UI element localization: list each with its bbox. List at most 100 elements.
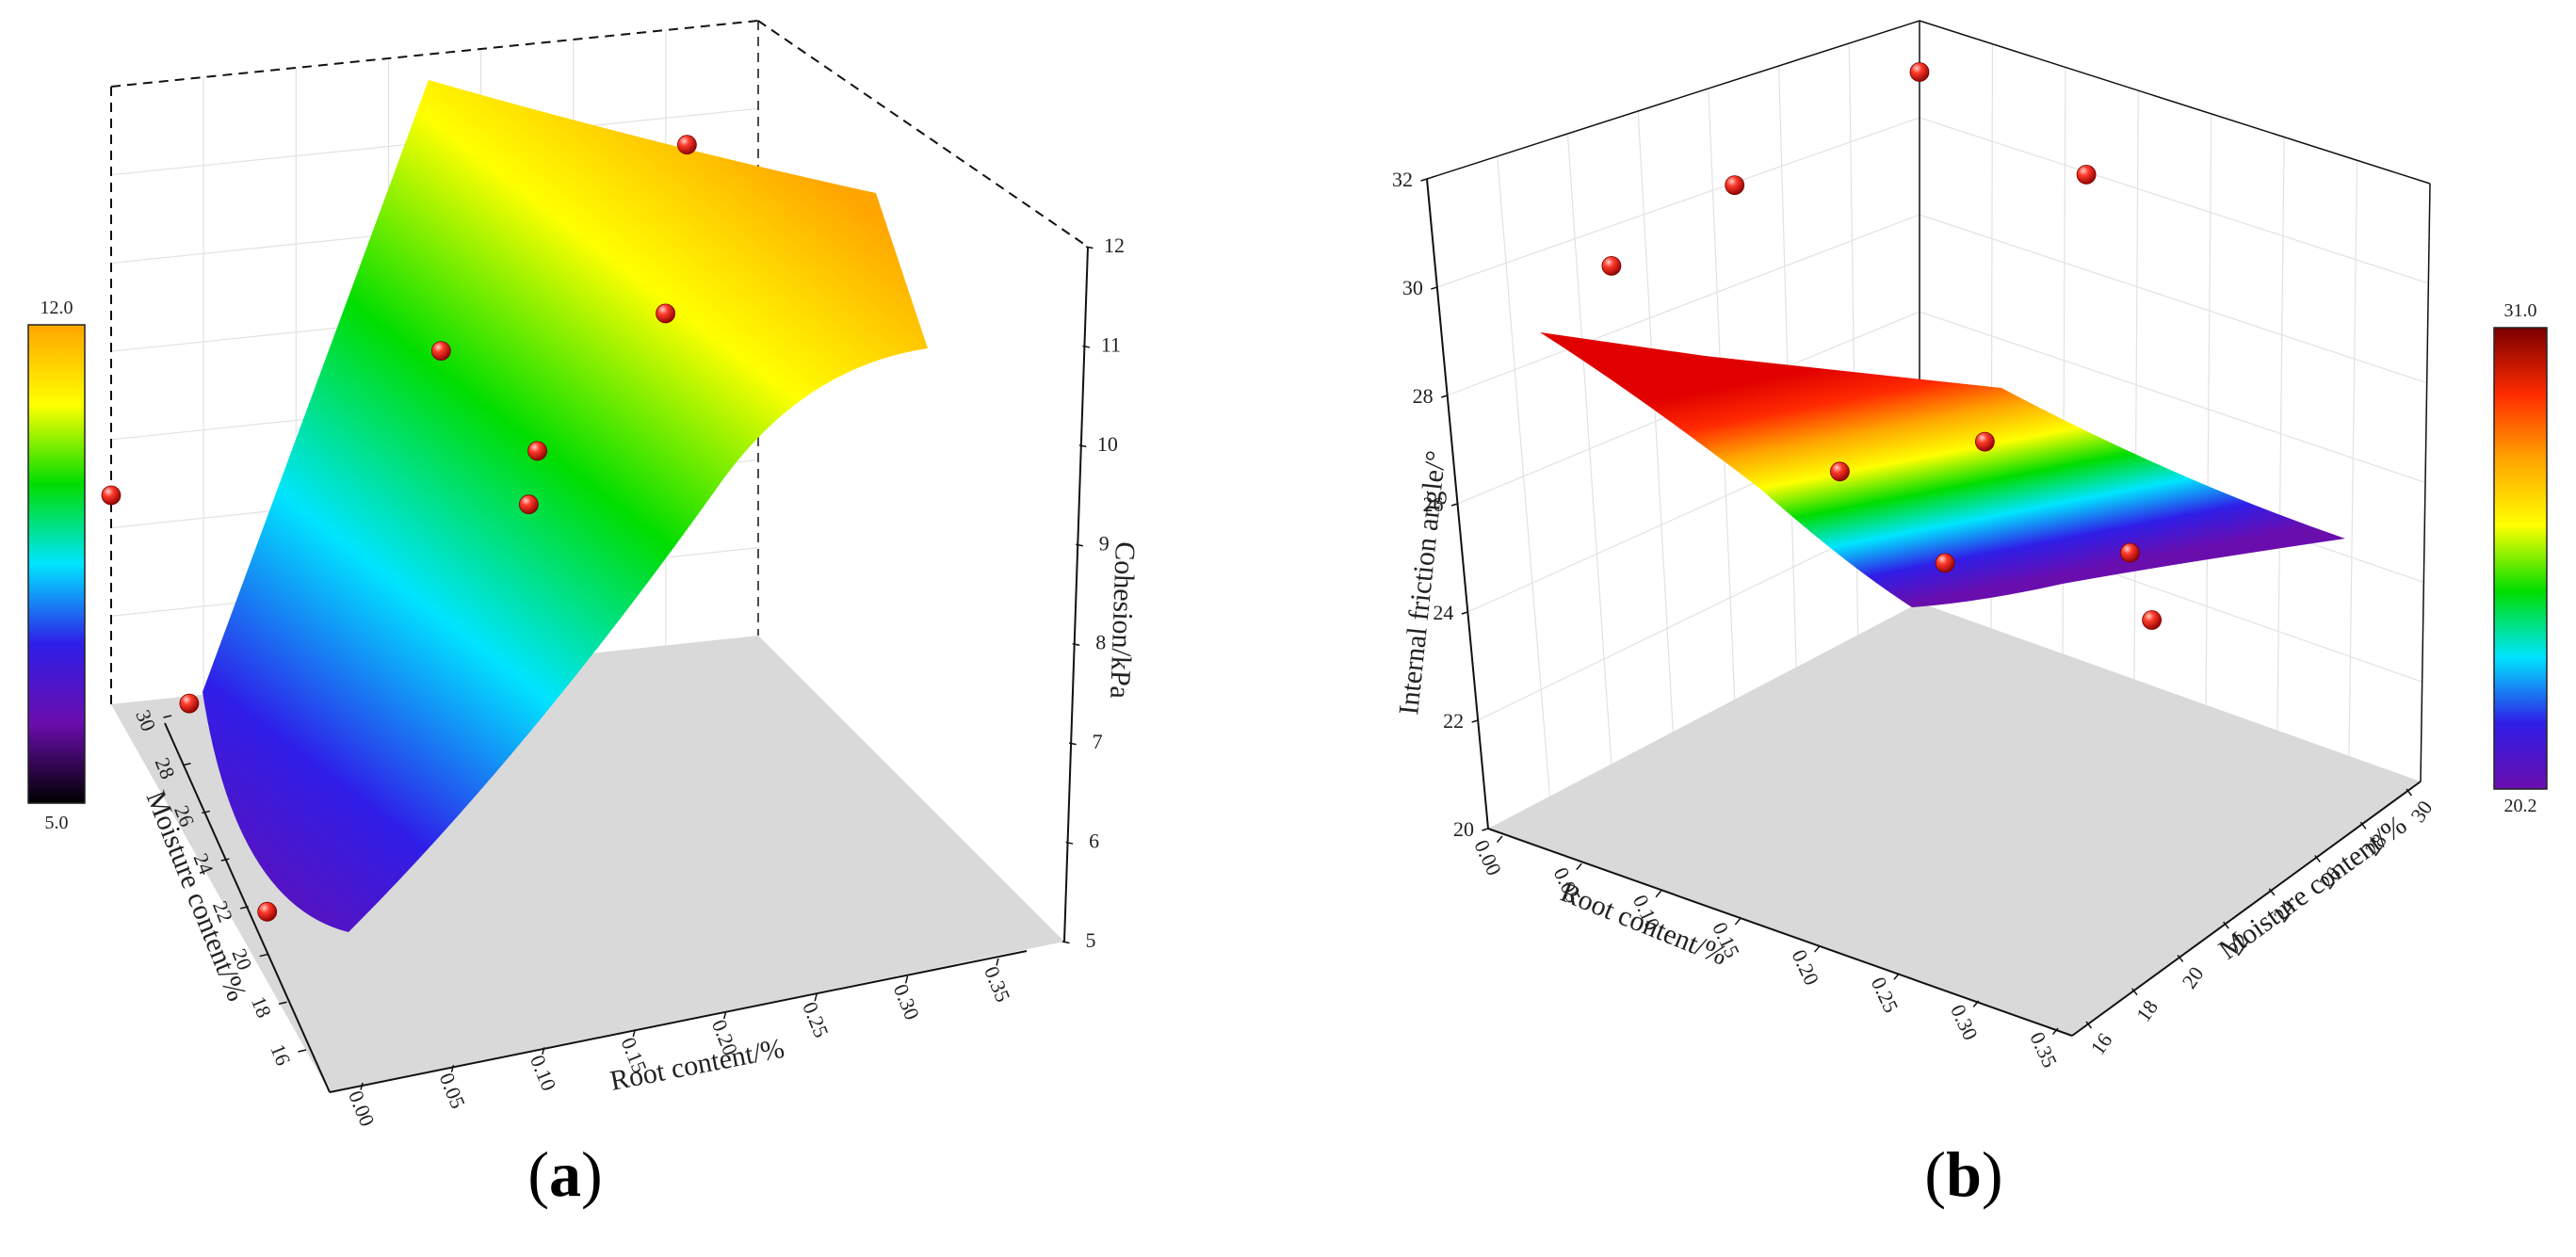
- panel-b-chart: 0.000.050.100.150.200.250.300.35 16182022…: [1392, 20, 2548, 1210]
- wall-grid-line: [1919, 117, 2429, 284]
- wall-grid-line: [2205, 113, 2212, 705]
- panel-b-z-tick-label: 24: [1433, 601, 1453, 624]
- panel-a-z-tick-label: 6: [1089, 830, 1099, 853]
- panel-a-data-point: [527, 441, 547, 461]
- panel-b-data-point: [1601, 255, 1622, 276]
- panel-a-data-point: [519, 494, 539, 515]
- panel-b-z-tick-mark: [1461, 611, 1468, 615]
- panel-b-x-tick-mark: [1972, 1000, 1980, 1007]
- panel-a-y-tick-mark: [182, 762, 191, 766]
- panel-b-data-point: [1909, 62, 1930, 82]
- panel-b-points: [1601, 62, 2163, 630]
- panel-b-data-point: [1974, 431, 1995, 452]
- panel-b-x-tick-mark: [1655, 890, 1662, 898]
- panel-a-x-tick-label: 0.25: [798, 998, 834, 1040]
- panel-a-data-point: [257, 901, 278, 922]
- panel-a-colorbar-max: 12.0: [41, 298, 73, 318]
- panel-b-z-tick-mark: [1440, 395, 1448, 398]
- panel-a-y-tick-label: 18: [247, 993, 276, 1022]
- panel-b-letter: b: [1946, 1138, 1982, 1210]
- panel-a-x-tick-mark: [450, 1064, 455, 1072]
- panel-a-data-point: [656, 303, 675, 324]
- panel-b-x-tick-mark: [1893, 973, 1901, 980]
- panel-b-z-tick-label: 26: [1423, 492, 1444, 516]
- panel-a-z-tick-label: 11: [1101, 332, 1121, 356]
- panel-a-x-tick-mark: [904, 975, 909, 984]
- panel-a-y-tick-mark: [220, 858, 230, 862]
- panel-a-z-tick-label: 12: [1104, 234, 1125, 257]
- panel-b-z-tick-mark: [1450, 503, 1458, 507]
- panel-a-x-tick-label: 0.30: [889, 981, 925, 1023]
- panel-b-x-tick-mark: [1496, 835, 1503, 843]
- panel-a-x-tick-label: 0.35: [980, 963, 1015, 1006]
- panel-a-z-tick-mark: [1068, 742, 1077, 746]
- wall-grid-line: [1919, 214, 2427, 384]
- panel-b-z-tick-label: 22: [1443, 709, 1464, 733]
- panel-b-data-point: [1830, 461, 1850, 482]
- panel-b-y-tick-label: 30: [2406, 797, 2437, 827]
- panel-b-y-tick-label: 20: [2177, 962, 2208, 992]
- wall-grid-line: [1637, 110, 1674, 733]
- panel-a-y-tick-mark: [259, 953, 268, 958]
- panel-b-x-tick-mark: [1814, 945, 1821, 953]
- panel-a-z-tick-mark: [1082, 345, 1091, 348]
- panel-b-z-tick-mark: [1482, 828, 1489, 831]
- panel-b-data-point: [2076, 164, 2097, 185]
- panel-a-points: [101, 135, 697, 922]
- panel-a-axis-root: [329, 950, 1028, 1093]
- panel-b-y-tick-label: 18: [2131, 995, 2163, 1025]
- panel-a-y-tick-mark: [240, 906, 249, 910]
- wall-grid-line: [1447, 214, 1920, 396]
- panel-b-z-tick-mark: [1431, 286, 1438, 290]
- panel-a-z-tick-mark: [1072, 642, 1080, 646]
- panel-b-x-tick-mark: [1576, 862, 1582, 871]
- panel-b-x-tick-label: 0.20: [1787, 946, 1823, 989]
- panel-a-x-tick-mark: [632, 1029, 637, 1038]
- panel-b-axis-right: [2420, 183, 2431, 782]
- panel-b-z-tick-label: 32: [1392, 168, 1413, 191]
- panel-b-data-point: [1725, 175, 1745, 196]
- panel-a-x-tick-mark: [996, 958, 999, 966]
- panel-a-x-tick-label: 0.05: [435, 1070, 471, 1112]
- panel-a-data-point: [677, 135, 697, 155]
- panel-a-z-tick-mark: [1065, 841, 1074, 845]
- wall-grid-line: [1566, 133, 1612, 765]
- panel-b-data-point: [2119, 542, 2140, 563]
- panel-b-y-tick-mark: [2223, 921, 2229, 929]
- panel-a-y-tick-label: 16: [266, 1040, 295, 1069]
- wall-grid-line: [1436, 117, 1920, 288]
- wall-grid-line: [1919, 311, 2426, 484]
- panel-b-colorbar: [2493, 327, 2548, 790]
- panel-b-data-point: [1935, 553, 1955, 573]
- panel-b-axis-root: [1487, 828, 2073, 1037]
- panel-a-z-tick-label: 8: [1095, 631, 1106, 654]
- panel-a-z-tick-label: 9: [1099, 531, 1110, 555]
- panel-b-y-tick-label: 16: [2085, 1029, 2116, 1059]
- panel-b-z-tick-label: 30: [1402, 276, 1423, 299]
- panel-a-z-tick-mark: [1085, 246, 1094, 250]
- panel-a-y-tick-mark: [163, 715, 172, 718]
- panel-a-x-tick-mark: [360, 1082, 364, 1090]
- panel-b-y-tick-mark: [2130, 988, 2138, 996]
- panel-a-z-tick-label: 10: [1097, 432, 1118, 456]
- panel-a-x-tick-label: 0.10: [526, 1052, 561, 1094]
- panel-a-colorbar: [27, 324, 86, 804]
- panel-a-label: (a): [527, 1138, 602, 1210]
- panel-b-box-edge: [1426, 20, 1920, 180]
- panel-b-colorbar-max: 31.0: [2504, 300, 2537, 321]
- panel-a-chart: 0.00 0.05 0.10 0.15 0.20 0.25 0.30 0.3530282624…: [27, 20, 1141, 1210]
- panel-b-y-tick-mark: [2268, 888, 2276, 896]
- panel-b-box-edge: [1919, 20, 2431, 185]
- panel-a-letter: a: [549, 1138, 581, 1210]
- panel-b-left-wall: [1427, 21, 1920, 829]
- wall-grid-line: [2133, 90, 2139, 680]
- panel-b-y-tick-mark: [2359, 821, 2367, 830]
- panel-b-floor: [1488, 603, 2421, 1036]
- panel-a-z-tick-label: 7: [1093, 730, 1103, 753]
- panel-a-colorbar-min: 5.0: [45, 813, 69, 833]
- panel-a-zlabel: Cohesion/kPa: [1104, 541, 1141, 700]
- panel-a-z-tick-mark: [1076, 543, 1083, 547]
- panel-b-x-tick-label: 0.25: [1867, 974, 1904, 1016]
- panel-a-y-tick-mark: [278, 1001, 287, 1006]
- panel-b-x-tick-label: 0.35: [2025, 1028, 2062, 1071]
